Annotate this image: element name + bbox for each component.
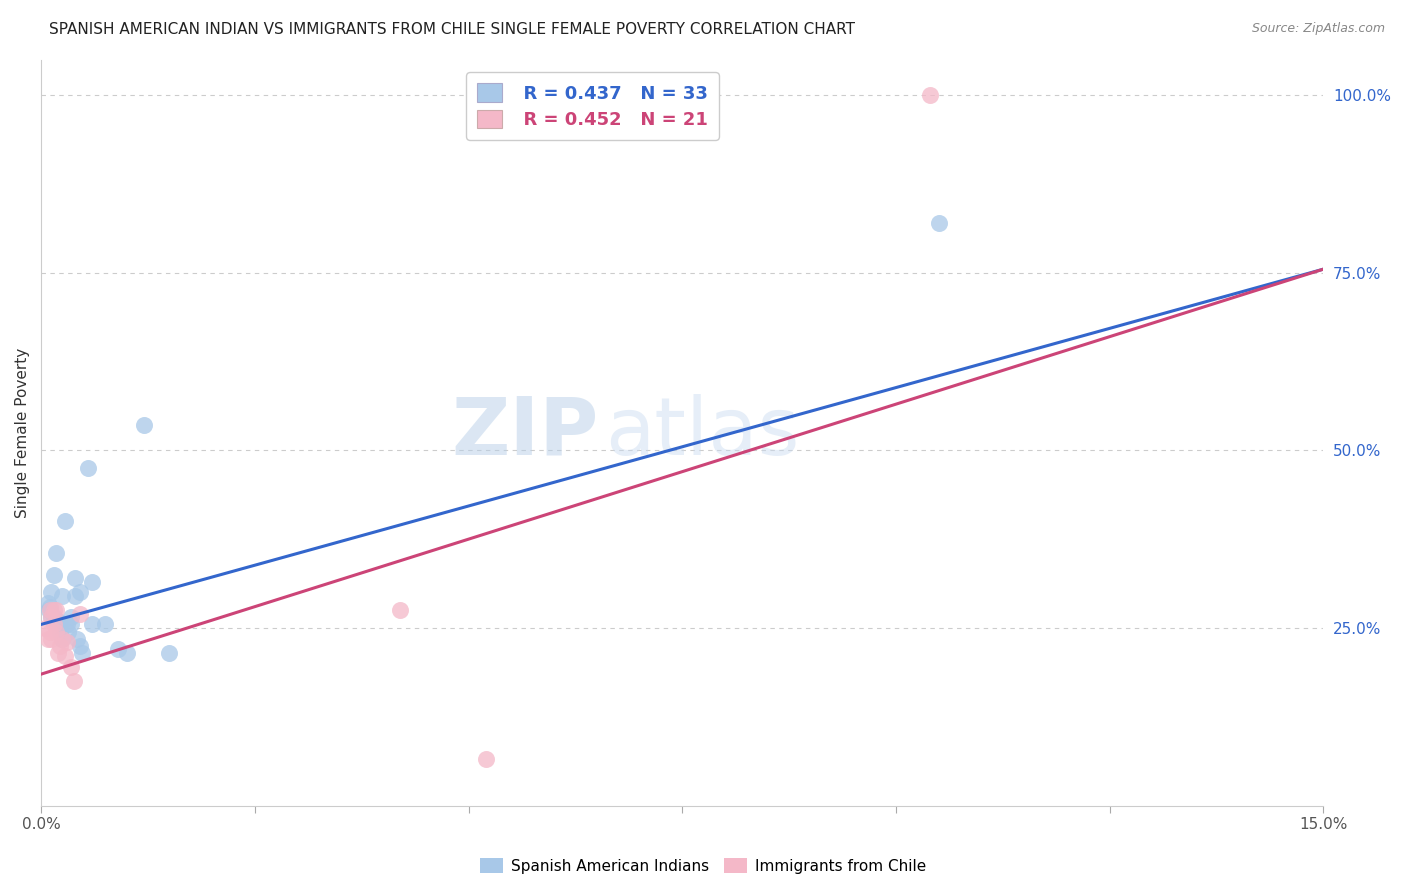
Point xyxy=(65,589,87,603)
Point xyxy=(132,418,155,433)
Point xyxy=(55,617,77,632)
Point xyxy=(37,632,59,646)
Point xyxy=(41,632,63,646)
Point xyxy=(51,632,73,646)
Point xyxy=(66,632,89,646)
Point xyxy=(42,603,65,617)
Point xyxy=(62,674,84,689)
Point xyxy=(49,617,72,632)
Point xyxy=(37,596,59,610)
Text: SPANISH AMERICAN INDIAN VS IMMIGRANTS FROM CHILE SINGLE FEMALE POVERTY CORRELATI: SPANISH AMERICAN INDIAN VS IMMIGRANTS FR… xyxy=(49,22,855,37)
Point xyxy=(107,642,129,657)
Point xyxy=(49,624,72,639)
Point xyxy=(928,216,950,230)
Point xyxy=(53,515,76,529)
Point xyxy=(55,635,77,649)
Point xyxy=(45,546,67,560)
Point xyxy=(82,617,104,632)
Point xyxy=(69,585,91,599)
Point xyxy=(46,646,69,660)
Legend:   R = 0.437   N = 33,   R = 0.452   N = 21: R = 0.437 N = 33, R = 0.452 N = 21 xyxy=(465,72,718,140)
Point xyxy=(69,639,91,653)
Point xyxy=(51,632,73,646)
Point xyxy=(474,752,496,766)
Point xyxy=(157,646,180,660)
Point xyxy=(94,617,117,632)
Point xyxy=(42,610,65,624)
Legend: Spanish American Indians, Immigrants from Chile: Spanish American Indians, Immigrants fro… xyxy=(474,852,932,880)
Point xyxy=(38,599,60,614)
Point xyxy=(34,621,56,635)
Y-axis label: Single Female Poverty: Single Female Poverty xyxy=(15,348,30,517)
Point xyxy=(51,589,73,603)
Point xyxy=(38,603,60,617)
Point xyxy=(53,649,76,664)
Point xyxy=(41,585,63,599)
Point xyxy=(60,610,83,624)
Point xyxy=(70,646,93,660)
Point xyxy=(65,571,87,585)
Point xyxy=(45,603,67,617)
Point xyxy=(42,567,65,582)
Point xyxy=(58,624,80,639)
Point xyxy=(42,617,65,632)
Point xyxy=(77,461,100,475)
Point xyxy=(38,603,60,617)
Point xyxy=(69,607,91,621)
Point xyxy=(920,88,942,103)
Point xyxy=(115,646,138,660)
Point xyxy=(60,660,83,674)
Text: Source: ZipAtlas.com: Source: ZipAtlas.com xyxy=(1251,22,1385,36)
Point xyxy=(45,624,67,639)
Point xyxy=(41,610,63,624)
Point xyxy=(38,624,60,639)
Point xyxy=(41,610,63,624)
Point xyxy=(46,614,69,628)
Point xyxy=(49,639,72,653)
Point xyxy=(82,574,104,589)
Text: atlas: atlas xyxy=(605,393,800,472)
Point xyxy=(60,617,83,632)
Point xyxy=(389,603,412,617)
Text: ZIP: ZIP xyxy=(451,393,599,472)
